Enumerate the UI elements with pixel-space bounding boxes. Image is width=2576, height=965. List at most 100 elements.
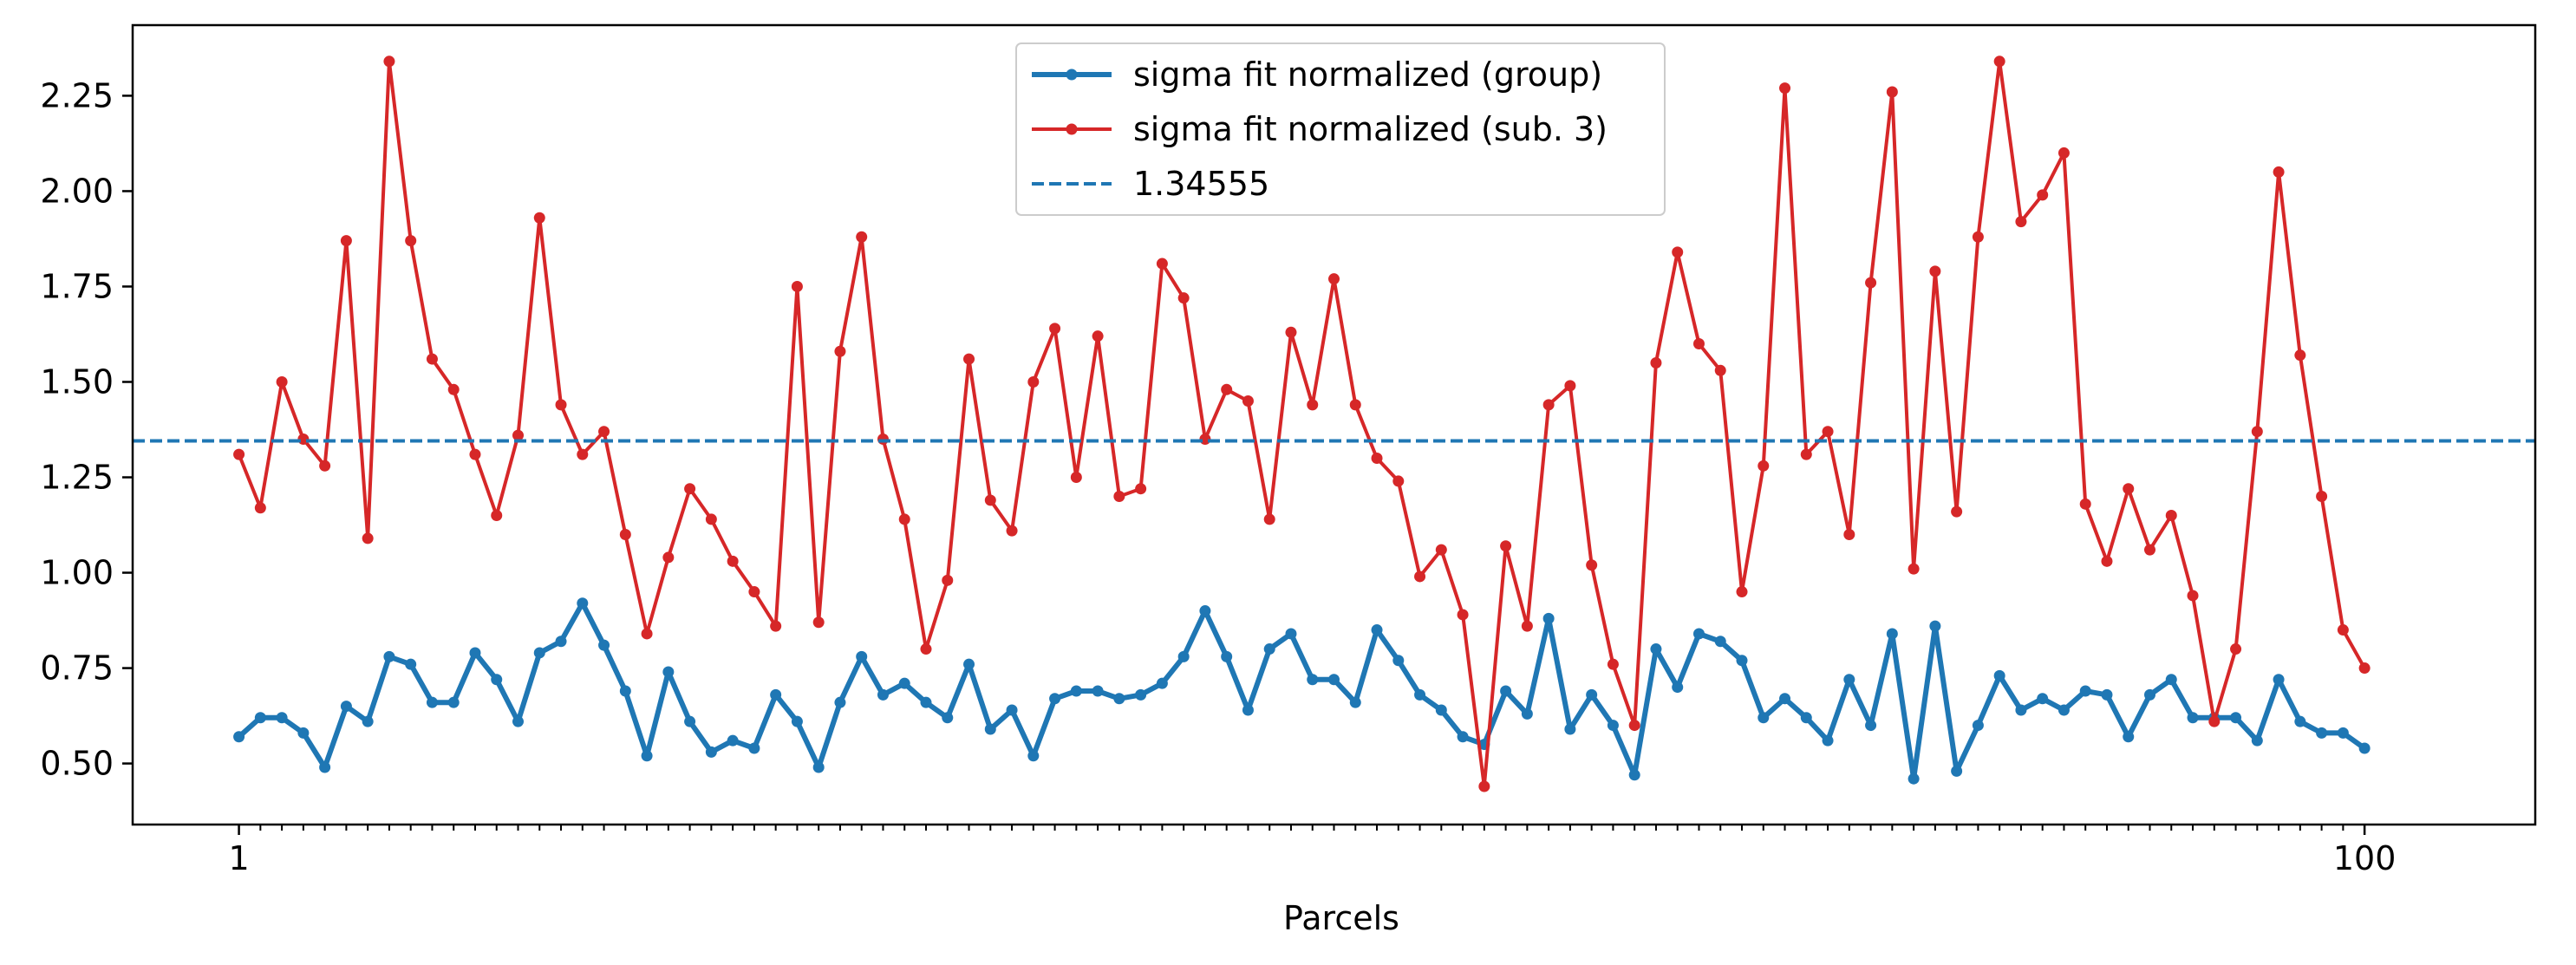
y-tick-label: 1.25 — [40, 459, 114, 497]
data-point — [533, 212, 545, 224]
series-0 — [233, 597, 2371, 785]
series-line — [237, 59, 2366, 788]
data-point — [1865, 277, 1877, 289]
data-point — [1349, 696, 1361, 708]
data-point — [1886, 628, 1898, 640]
data-point — [1049, 693, 1061, 705]
legend-label: sigma fit normalized (sub. 3) — [1133, 110, 1608, 148]
legend-marker — [1066, 123, 1078, 135]
data-point — [1478, 780, 1490, 792]
data-point — [254, 712, 266, 724]
data-point — [1951, 765, 1963, 777]
data-point — [641, 750, 653, 762]
data-point — [1307, 399, 1319, 411]
data-point — [319, 761, 331, 773]
data-point — [512, 715, 524, 727]
data-point — [834, 696, 846, 708]
data-point — [1027, 750, 1040, 762]
data-point — [2316, 727, 2328, 739]
data-point — [297, 727, 310, 739]
data-point — [641, 628, 653, 640]
data-point — [812, 761, 825, 773]
data-point — [2273, 674, 2285, 686]
y-tick-label: 1.50 — [40, 362, 114, 401]
data-point — [2079, 498, 2091, 510]
data-point — [1586, 559, 1598, 571]
legend: sigma fit normalized (group) sigma fit no… — [1015, 42, 1666, 216]
data-point — [1371, 624, 1383, 636]
data-point — [2337, 727, 2349, 739]
data-point — [1027, 375, 1040, 388]
data-point — [1843, 674, 1855, 686]
data-point — [619, 529, 631, 541]
data-point — [1993, 55, 2005, 68]
data-point — [533, 647, 545, 659]
data-point — [1349, 399, 1361, 411]
data-point — [1822, 734, 1834, 747]
data-point — [1714, 636, 1726, 648]
data-point — [2187, 712, 2199, 724]
data-point — [1435, 544, 1447, 556]
data-point — [1092, 330, 1104, 342]
data-point — [1457, 731, 1469, 743]
data-point — [1672, 246, 1684, 258]
data-point — [1113, 693, 1125, 705]
data-point — [491, 510, 503, 522]
data-point — [2251, 426, 2263, 438]
data-point — [2358, 742, 2371, 754]
data-point — [405, 235, 417, 247]
data-point — [2037, 189, 2049, 201]
data-point — [383, 650, 395, 662]
data-point — [1135, 483, 1147, 495]
data-point — [1263, 513, 1275, 525]
data-point — [2144, 544, 2156, 556]
legend-label: sigma fit normalized (group) — [1133, 55, 1602, 94]
data-point — [1736, 586, 1748, 598]
data-point — [2015, 216, 2027, 228]
data-point — [1843, 529, 1855, 541]
data-point — [963, 658, 975, 670]
data-point — [727, 555, 739, 567]
data-point — [1779, 82, 1791, 95]
data-point — [963, 353, 975, 365]
data-point — [254, 502, 266, 514]
data-point — [1908, 773, 1920, 785]
data-point — [1328, 273, 1340, 285]
data-point — [1929, 620, 1941, 632]
legend-marker — [1066, 68, 1078, 81]
data-point — [1692, 337, 1705, 349]
data-point — [1908, 563, 1920, 575]
data-point — [898, 513, 910, 525]
data-point — [856, 231, 868, 243]
y-tick-label: 0.50 — [40, 745, 114, 783]
data-point — [1800, 448, 1812, 460]
x-axis: 1 100 — [228, 825, 2396, 877]
data-point — [2079, 685, 2091, 697]
data-point — [1736, 655, 1748, 667]
y-tick-label: 1.00 — [40, 554, 114, 592]
data-point — [1006, 525, 1018, 537]
data-point — [1242, 394, 1254, 407]
data-point — [1521, 620, 1533, 632]
data-point — [1113, 491, 1125, 503]
data-point — [942, 712, 954, 724]
data-point — [1221, 650, 1233, 662]
data-point — [1177, 650, 1190, 662]
data-point — [684, 483, 696, 495]
data-point — [233, 731, 245, 743]
data-point — [619, 685, 631, 697]
data-point — [577, 597, 589, 610]
data-point — [1951, 505, 1963, 518]
data-point — [2230, 643, 2242, 655]
x-axis-label: Parcels — [1283, 899, 1399, 937]
data-point — [1392, 655, 1405, 667]
y-tick-label: 0.75 — [40, 649, 114, 688]
data-point — [2208, 715, 2221, 727]
data-point — [598, 426, 610, 438]
data-point — [555, 636, 567, 648]
data-point — [2144, 688, 2156, 701]
data-point — [577, 448, 589, 460]
data-point — [2337, 624, 2349, 636]
data-point — [1607, 658, 1619, 670]
data-point — [2101, 688, 2113, 701]
